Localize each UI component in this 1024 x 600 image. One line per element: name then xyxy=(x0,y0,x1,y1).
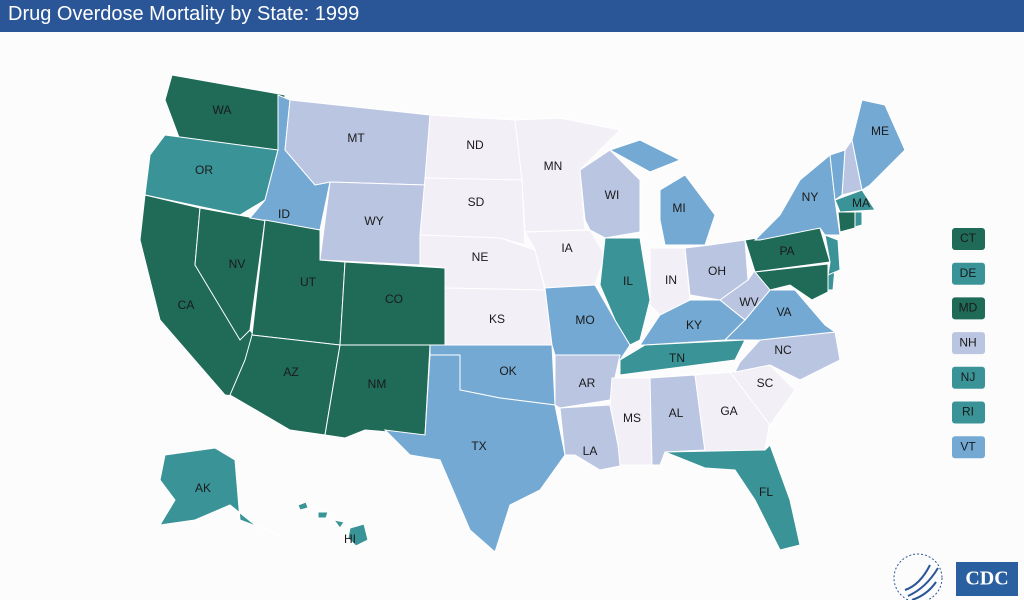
inset-box xyxy=(952,366,985,389)
state-label: NV xyxy=(229,257,246,271)
state-label: NE xyxy=(472,250,489,264)
inset-label: RI xyxy=(962,405,974,419)
inset-label: MD xyxy=(959,301,978,315)
state xyxy=(599,237,651,346)
state xyxy=(694,371,771,453)
cdc-text: CDC xyxy=(965,568,1008,590)
inset-label: CT xyxy=(960,231,977,245)
state-label: HI xyxy=(344,532,356,546)
state-label: IL xyxy=(623,274,633,288)
state xyxy=(837,211,856,233)
inset-box xyxy=(952,228,985,250)
state-label: WA xyxy=(213,103,232,117)
state xyxy=(834,189,876,213)
state-label: NM xyxy=(368,377,387,391)
state xyxy=(383,354,566,553)
state-label: CO xyxy=(385,292,403,306)
state-label: SD xyxy=(468,195,485,209)
state-label: OH xyxy=(708,264,726,278)
state xyxy=(554,354,621,409)
state-label: OK xyxy=(499,364,516,378)
title: Drug Overdose Mortality by State: 1999 xyxy=(8,3,360,25)
state-label: TN xyxy=(669,351,685,365)
inset-label: VT xyxy=(960,439,976,453)
state-label: MS xyxy=(623,411,641,425)
state-label: ND xyxy=(466,138,484,152)
state xyxy=(347,523,369,547)
state xyxy=(824,234,841,276)
state-label: MN xyxy=(544,159,563,173)
state-label: NY xyxy=(802,190,819,204)
state-label: GA xyxy=(720,404,737,418)
state xyxy=(544,284,631,361)
inset-box xyxy=(952,401,985,424)
state-label: ME xyxy=(871,124,889,138)
inset-label: DE xyxy=(960,266,977,280)
states xyxy=(139,74,906,553)
state xyxy=(419,177,526,246)
state xyxy=(851,99,906,191)
state-label: VA xyxy=(776,305,791,319)
state xyxy=(619,339,746,376)
state-label: SC xyxy=(757,376,774,390)
state xyxy=(317,511,329,519)
state xyxy=(829,149,846,201)
state-label: CA xyxy=(178,298,195,312)
state xyxy=(159,447,281,536)
inset-box xyxy=(952,436,985,459)
inset-box xyxy=(952,332,985,355)
hhs-logo xyxy=(893,553,943,600)
state-label: IA xyxy=(561,241,572,255)
state-label: MI xyxy=(672,201,685,215)
state-label: ID xyxy=(278,207,290,221)
inset-box xyxy=(952,262,985,285)
title-bar: Drug Overdose Mortality by State: 1999 xyxy=(0,0,1024,32)
state xyxy=(332,519,345,529)
state-label: MT xyxy=(347,131,365,145)
state-label: WV xyxy=(739,295,758,309)
state-label: AR xyxy=(579,376,596,390)
state-label: MO xyxy=(575,313,594,327)
state xyxy=(659,174,716,246)
state-label: LA xyxy=(583,444,598,458)
state xyxy=(608,139,682,173)
state xyxy=(754,263,829,301)
state-label: KY xyxy=(686,318,702,332)
state-label: KS xyxy=(489,312,505,326)
state-label: WY xyxy=(364,214,383,228)
state-label: UT xyxy=(300,275,317,289)
inset-label: NJ xyxy=(961,370,976,384)
state xyxy=(297,501,309,511)
state-label: FL xyxy=(759,485,773,499)
state-label: NC xyxy=(774,343,792,357)
inset-label: NH xyxy=(959,335,976,349)
state xyxy=(753,154,841,241)
state-label: WI xyxy=(605,188,620,202)
state-label: AZ xyxy=(283,365,298,379)
state xyxy=(579,149,641,239)
state xyxy=(664,444,801,551)
state-label: AK xyxy=(195,481,211,495)
state-label: AL xyxy=(669,406,684,420)
state xyxy=(854,211,863,228)
state-label: MA xyxy=(852,196,870,210)
state-label: TX xyxy=(471,439,486,453)
inset-box xyxy=(952,297,985,320)
state-label: PA xyxy=(779,244,794,258)
state xyxy=(324,344,431,439)
cdc-logo xyxy=(956,562,1018,596)
state-labels: WA OR CA NV ID MT WY UT AZ CO NM ND SD NE KS OK TX MN IA MO… xyxy=(178,103,985,546)
state-label: OR xyxy=(195,163,213,177)
state-label: IN xyxy=(665,273,677,287)
